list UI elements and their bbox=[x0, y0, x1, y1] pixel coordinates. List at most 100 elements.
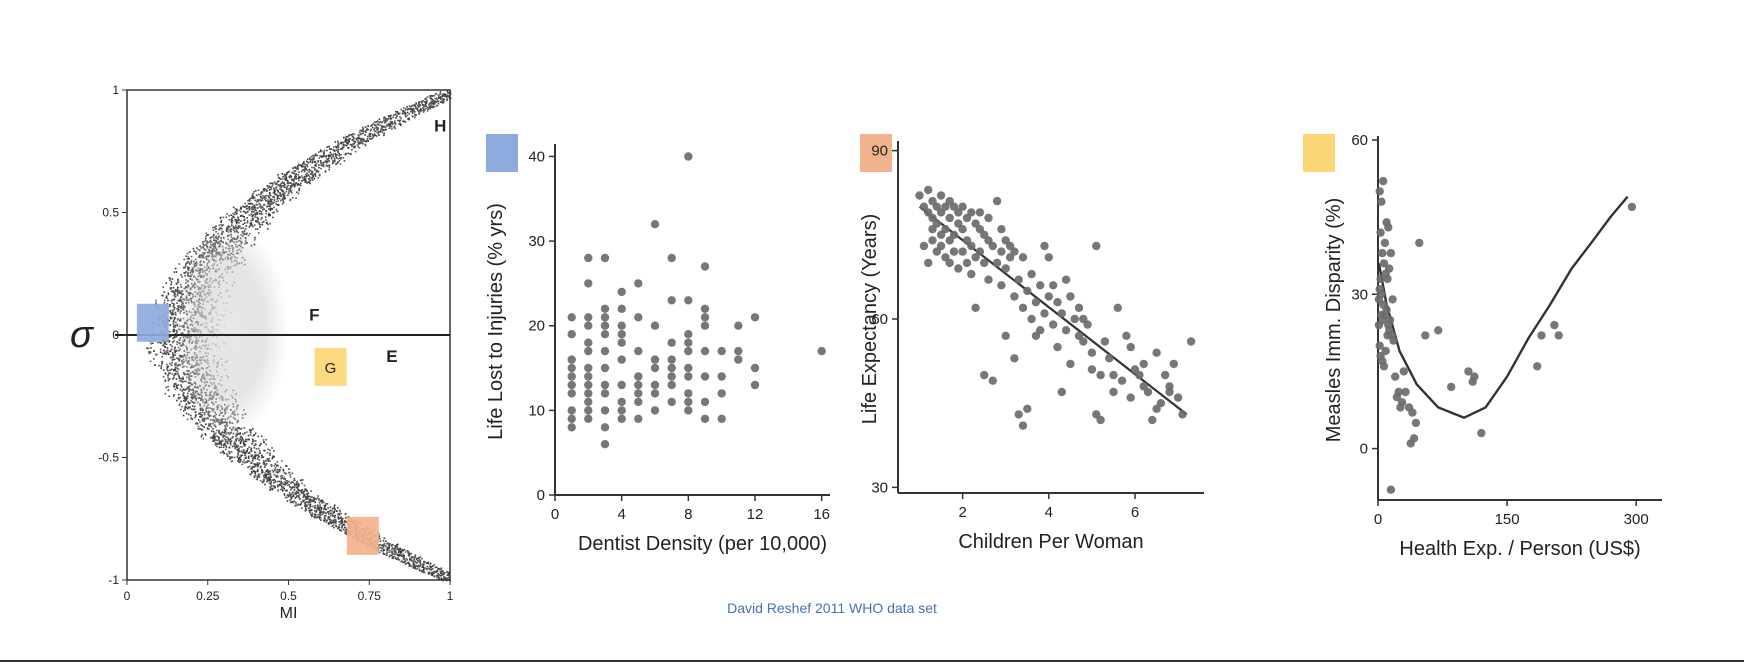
density-point bbox=[312, 175, 314, 177]
density-point bbox=[271, 202, 274, 205]
density-point bbox=[277, 484, 279, 487]
density-point bbox=[335, 524, 337, 527]
density-point bbox=[220, 441, 223, 443]
density-point bbox=[384, 553, 386, 555]
density-point bbox=[416, 559, 419, 562]
density-point bbox=[151, 342, 154, 344]
density-point bbox=[418, 113, 420, 115]
density-point bbox=[253, 444, 256, 447]
density-point bbox=[273, 196, 275, 198]
density-point bbox=[333, 150, 336, 152]
density-point bbox=[271, 208, 273, 210]
density-point bbox=[268, 482, 271, 484]
density-point bbox=[269, 460, 271, 462]
density-point bbox=[309, 182, 311, 185]
density-point bbox=[443, 571, 445, 574]
density-point bbox=[247, 199, 249, 202]
density-point bbox=[254, 199, 257, 202]
density-point bbox=[310, 500, 312, 503]
density-point bbox=[391, 547, 394, 549]
density-point bbox=[251, 210, 253, 213]
density-point bbox=[271, 198, 273, 201]
density-point bbox=[299, 176, 302, 179]
density-point bbox=[324, 514, 327, 517]
density-point bbox=[280, 188, 282, 191]
density-point bbox=[431, 573, 433, 576]
density-point bbox=[246, 220, 249, 222]
density-point bbox=[268, 208, 270, 210]
density-point bbox=[219, 451, 222, 454]
density-point bbox=[384, 121, 387, 123]
density-point bbox=[374, 124, 377, 127]
density-point bbox=[396, 553, 398, 555]
density-point bbox=[302, 162, 304, 165]
density-point bbox=[175, 271, 178, 273]
density-point bbox=[213, 435, 215, 437]
density-point bbox=[228, 219, 231, 221]
density-point bbox=[289, 476, 292, 478]
density-point bbox=[344, 526, 347, 529]
density-point bbox=[391, 553, 394, 556]
density-point bbox=[183, 258, 185, 261]
density-point bbox=[402, 112, 405, 115]
density-point bbox=[393, 550, 396, 553]
density-point bbox=[200, 435, 203, 438]
density-point bbox=[269, 454, 271, 456]
density-point bbox=[264, 472, 266, 474]
density-point bbox=[289, 501, 292, 504]
density-point bbox=[333, 515, 335, 517]
density-point bbox=[252, 219, 254, 221]
density-point bbox=[242, 210, 245, 213]
density-point bbox=[266, 480, 268, 483]
density-point bbox=[234, 438, 237, 441]
density-point bbox=[313, 156, 315, 159]
density-point bbox=[429, 565, 431, 568]
density-point bbox=[279, 184, 282, 186]
density-point bbox=[262, 195, 264, 197]
density-point bbox=[174, 366, 177, 369]
density-point bbox=[240, 454, 242, 457]
density-point bbox=[155, 299, 157, 302]
density-point bbox=[273, 478, 275, 481]
density-point bbox=[302, 499, 304, 502]
density-point bbox=[252, 205, 254, 208]
density-point bbox=[255, 443, 257, 446]
density-point bbox=[250, 213, 253, 216]
density-point bbox=[253, 224, 256, 226]
density-point bbox=[305, 489, 307, 491]
density-point bbox=[307, 497, 309, 500]
density-point bbox=[333, 507, 335, 510]
density-point bbox=[288, 468, 290, 470]
density-point bbox=[337, 526, 339, 529]
density-point bbox=[163, 301, 166, 304]
density-point bbox=[178, 263, 181, 265]
density-point bbox=[387, 118, 389, 120]
density-point bbox=[277, 190, 279, 192]
density-point bbox=[337, 157, 340, 160]
density-point bbox=[266, 194, 268, 197]
density-point bbox=[265, 188, 267, 191]
density-point bbox=[424, 98, 426, 100]
density-point bbox=[325, 160, 327, 162]
density-point bbox=[394, 546, 397, 549]
density-point bbox=[168, 395, 171, 398]
density-point bbox=[289, 188, 292, 191]
density-point bbox=[237, 216, 239, 219]
density-point bbox=[322, 154, 325, 157]
density-point bbox=[364, 134, 366, 136]
density-point bbox=[256, 221, 258, 223]
density-point bbox=[429, 572, 431, 575]
density-point bbox=[435, 97, 438, 100]
density-point bbox=[426, 106, 429, 109]
density-point bbox=[282, 486, 285, 488]
density-point bbox=[256, 462, 259, 464]
density-point bbox=[249, 473, 251, 475]
density-point bbox=[444, 576, 446, 579]
density-point bbox=[256, 211, 259, 214]
density-point bbox=[408, 553, 411, 556]
density-point bbox=[256, 207, 259, 209]
density-point bbox=[384, 121, 386, 124]
density-point bbox=[241, 463, 243, 466]
density-point bbox=[385, 540, 387, 542]
density-point bbox=[388, 544, 390, 546]
